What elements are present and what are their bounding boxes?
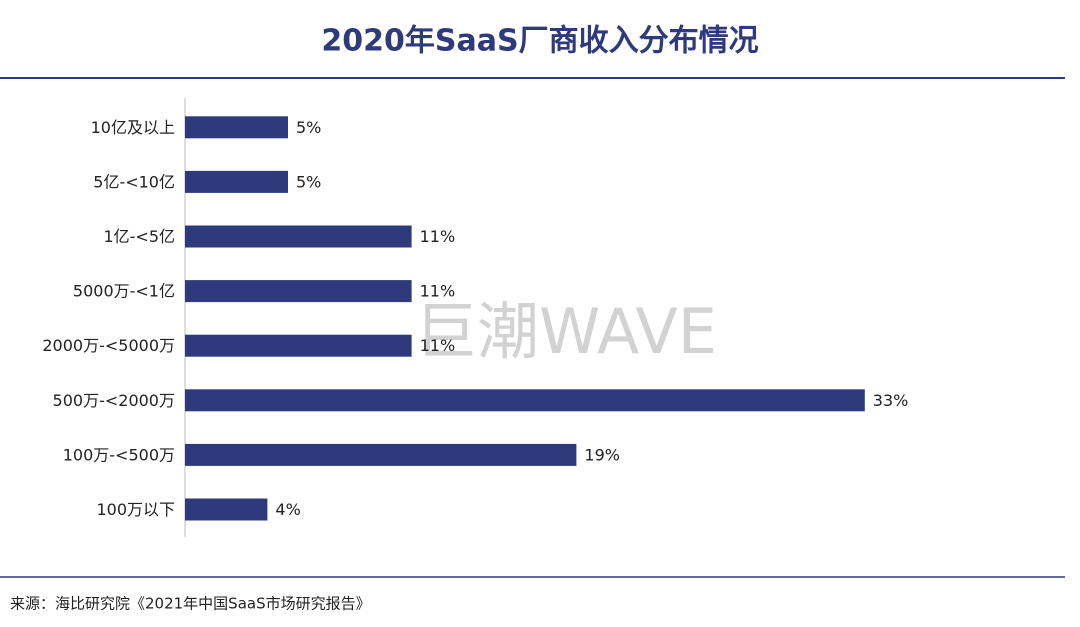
y-tick-label: 1亿-<5亿 <box>103 227 175 246</box>
watermark: 巨潮WAVE <box>415 295 717 368</box>
value-label: 11% <box>420 227 456 246</box>
bar <box>185 389 865 412</box>
value-label: 5% <box>296 118 321 137</box>
bar <box>185 170 288 193</box>
bar <box>185 116 288 139</box>
chart-title: 2020年SaaS厂商收入分布情况 <box>321 24 758 59</box>
y-tick-label: 500万-<2000万 <box>53 391 175 410</box>
y-tick-label: 10亿及以上 <box>91 118 175 137</box>
y-tick-label: 5000万-<1亿 <box>73 282 175 301</box>
value-label: 11% <box>420 336 456 355</box>
bar <box>185 443 577 466</box>
bar <box>185 225 412 248</box>
y-tick-label: 2000万-<5000万 <box>42 336 175 355</box>
value-label: 11% <box>420 282 456 301</box>
y-tick-label: 100万-<500万 <box>63 445 175 464</box>
y-tick-label: 5亿-<10亿 <box>93 172 175 191</box>
bar <box>185 280 412 303</box>
bar <box>185 498 268 521</box>
value-label: 19% <box>584 445 620 464</box>
value-label: 4% <box>275 500 300 519</box>
y-tick-label: 100万以下 <box>96 500 175 519</box>
value-label: 33% <box>873 391 909 410</box>
value-label: 5% <box>296 172 321 191</box>
source-note: 来源：海比研究院《2021年中国SaaS市场研究报告》 <box>10 595 371 613</box>
bar <box>185 334 412 357</box>
